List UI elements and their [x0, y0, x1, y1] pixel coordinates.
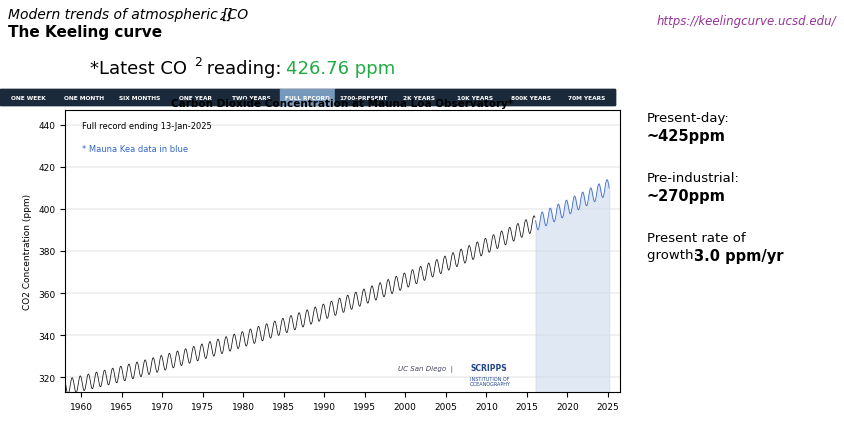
Text: Pre-industrial:: Pre-industrial:: [647, 171, 740, 184]
Text: INSTITUTION OF
OCEANOGRAPHY: INSTITUTION OF OCEANOGRAPHY: [470, 376, 511, 386]
Bar: [56, 90, 111, 106]
Text: ONE YEAR: ONE YEAR: [179, 95, 212, 100]
Title: Carbon Dioxide Concentration at Mauna Loa Observatory*: Carbon Dioxide Concentration at Mauna Lo…: [171, 99, 514, 108]
Text: 2K YEARS: 2K YEARS: [403, 95, 436, 100]
Text: 10K YEARS: 10K YEARS: [457, 95, 493, 100]
Bar: [335, 90, 392, 106]
Text: The Keeling curve: The Keeling curve: [8, 25, 162, 40]
Text: * Mauna Kea data in blue: * Mauna Kea data in blue: [82, 145, 187, 154]
Text: ]: ]: [227, 8, 232, 22]
Bar: [559, 90, 615, 106]
Text: ONE MONTH: ONE MONTH: [64, 95, 104, 100]
Bar: [111, 90, 168, 106]
Text: ~270ppm: ~270ppm: [647, 188, 726, 204]
Bar: [392, 90, 447, 106]
Text: 1700-PRESENT: 1700-PRESENT: [339, 95, 387, 100]
Text: https://keelingcurve.ucsd.edu/: https://keelingcurve.ucsd.edu/: [657, 15, 836, 28]
Text: 800K YEARS: 800K YEARS: [511, 95, 551, 100]
Text: SCRIPPS: SCRIPPS: [470, 363, 506, 372]
Bar: [168, 90, 224, 106]
Text: UC San Diego  |: UC San Diego |: [398, 365, 453, 372]
Bar: [224, 90, 279, 106]
Text: 2: 2: [220, 12, 226, 22]
Text: ~425ppm: ~425ppm: [647, 129, 726, 144]
Text: Modern trends of atmospheric [CO: Modern trends of atmospheric [CO: [8, 8, 248, 22]
Y-axis label: CO2 Concentration (ppm): CO2 Concentration (ppm): [24, 194, 32, 309]
Text: Present rate of: Present rate of: [647, 231, 745, 244]
Bar: [0, 90, 56, 106]
Bar: [0, 90, 615, 106]
Text: Full record ending 13-Jan-2025: Full record ending 13-Jan-2025: [82, 122, 211, 131]
Text: 426.76 ppm: 426.76 ppm: [286, 60, 395, 78]
Text: 3.0 ppm/yr: 3.0 ppm/yr: [694, 248, 783, 263]
Text: *Latest CO: *Latest CO: [90, 60, 187, 78]
Bar: [447, 90, 503, 106]
Text: reading:: reading:: [201, 60, 287, 78]
Text: FULL RECORD: FULL RECORD: [285, 95, 330, 100]
Text: SIX MONTHS: SIX MONTHS: [119, 95, 160, 100]
Text: growth:: growth:: [647, 248, 702, 261]
Text: 70M YEARS: 70M YEARS: [568, 95, 606, 100]
Text: 2: 2: [194, 56, 202, 69]
Text: TWO YEARS: TWO YEARS: [232, 95, 271, 100]
Text: ONE WEEK: ONE WEEK: [11, 95, 46, 100]
Bar: [503, 90, 559, 106]
Bar: [279, 90, 335, 106]
Text: Present-day:: Present-day:: [647, 112, 730, 125]
